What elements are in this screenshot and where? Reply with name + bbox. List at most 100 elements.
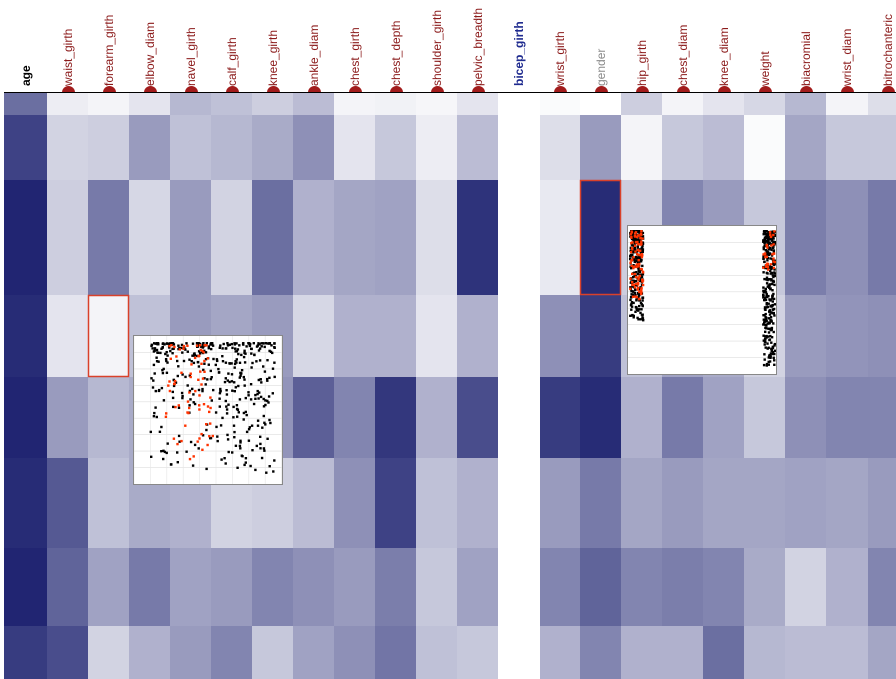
- heatmap-cell[interactable]: [252, 626, 293, 679]
- heatmap-cell[interactable]: [252, 180, 293, 295]
- heatmap-cell[interactable]: [580, 180, 621, 295]
- heatmap-cell[interactable]: [457, 458, 498, 548]
- highlighted-cell[interactable]: [87, 294, 130, 378]
- heatmap-cell[interactable]: [785, 180, 826, 295]
- heatmap-cell[interactable]: [662, 93, 703, 115]
- heatmap-cell[interactable]: [4, 377, 47, 458]
- heatmap-cell[interactable]: [703, 93, 744, 115]
- heatmap-cell[interactable]: [662, 626, 703, 679]
- heatmap-cell[interactable]: [4, 115, 47, 180]
- heatmap-cell[interactable]: [868, 626, 896, 679]
- heatmap-cell[interactable]: [334, 180, 375, 295]
- heatmap-cell[interactable]: [498, 295, 540, 377]
- heatmap-cell[interactable]: [703, 115, 744, 180]
- heatmap-cell[interactable]: [416, 180, 457, 295]
- heatmap-cell[interactable]: [744, 548, 785, 626]
- heatmap-cell[interactable]: [252, 548, 293, 626]
- heatmap-cell[interactable]: [785, 626, 826, 679]
- heatmap-cell[interactable]: [540, 377, 580, 458]
- heatmap-cell[interactable]: [826, 377, 868, 458]
- heatmap-cell[interactable]: [211, 548, 252, 626]
- heatmap-cell[interactable]: [88, 548, 129, 626]
- heatmap-cell[interactable]: [498, 548, 540, 626]
- heatmap-cell[interactable]: [170, 626, 211, 679]
- heatmap-cell[interactable]: [540, 93, 580, 115]
- heatmap-cell[interactable]: [4, 626, 47, 679]
- heatmap-cell[interactable]: [580, 548, 621, 626]
- heatmap-cell[interactable]: [868, 115, 896, 180]
- heatmap-cell[interactable]: [47, 180, 88, 295]
- heatmap-cell[interactable]: [868, 377, 896, 458]
- heatmap-cell[interactable]: [868, 458, 896, 548]
- heatmap-cell[interactable]: [293, 377, 334, 458]
- heatmap-cell[interactable]: [416, 93, 457, 115]
- heatmap-cell[interactable]: [662, 458, 703, 548]
- heatmap-cell[interactable]: [88, 626, 129, 679]
- heatmap-cell[interactable]: [334, 377, 375, 458]
- heatmap-cell[interactable]: [47, 626, 88, 679]
- heatmap-cell[interactable]: [4, 295, 47, 377]
- heatmap-cell[interactable]: [334, 458, 375, 548]
- heatmap-cell[interactable]: [293, 93, 334, 115]
- heatmap-cell[interactable]: [540, 548, 580, 626]
- heatmap-cell[interactable]: [621, 548, 662, 626]
- heatmap-cell[interactable]: [457, 93, 498, 115]
- heatmap-cell[interactable]: [334, 93, 375, 115]
- heatmap-cell[interactable]: [662, 377, 703, 458]
- heatmap-cell[interactable]: [785, 377, 826, 458]
- heatmap-cell[interactable]: [868, 93, 896, 115]
- heatmap-cell[interactable]: [47, 458, 88, 548]
- heatmap-cell[interactable]: [744, 377, 785, 458]
- heatmap-cell[interactable]: [334, 626, 375, 679]
- heatmap-cell[interactable]: [293, 548, 334, 626]
- heatmap-cell[interactable]: [457, 626, 498, 679]
- heatmap-cell[interactable]: [621, 458, 662, 548]
- heatmap-cell[interactable]: [88, 115, 129, 180]
- heatmap-cell[interactable]: [457, 377, 498, 458]
- heatmap-cell[interactable]: [621, 377, 662, 458]
- heatmap-cell[interactable]: [868, 295, 896, 377]
- heatmap-cell[interactable]: [868, 180, 896, 295]
- heatmap-cell[interactable]: [293, 180, 334, 295]
- heatmap-cell[interactable]: [457, 180, 498, 295]
- heatmap-cell[interactable]: [416, 548, 457, 626]
- heatmap-cell[interactable]: [170, 180, 211, 295]
- heatmap-cell[interactable]: [744, 626, 785, 679]
- heatmap-cell[interactable]: [540, 115, 580, 180]
- heatmap-cell[interactable]: [826, 180, 868, 295]
- heatmap-cell[interactable]: [88, 458, 129, 548]
- heatmap-cell[interactable]: [375, 548, 416, 626]
- heatmap-cell[interactable]: [170, 115, 211, 180]
- heatmap-cell[interactable]: [703, 458, 744, 548]
- heatmap-cell[interactable]: [293, 626, 334, 679]
- heatmap-cell[interactable]: [703, 626, 744, 679]
- heatmap-cell[interactable]: [375, 458, 416, 548]
- heatmap-cell[interactable]: [744, 93, 785, 115]
- heatmap-cell[interactable]: [334, 115, 375, 180]
- heatmap-cell[interactable]: [47, 377, 88, 458]
- heatmap-cell[interactable]: [498, 626, 540, 679]
- heatmap-cell[interactable]: [826, 626, 868, 679]
- heatmap-cell[interactable]: [47, 295, 88, 377]
- heatmap-cell[interactable]: [375, 93, 416, 115]
- heatmap-cell[interactable]: [375, 626, 416, 679]
- heatmap-cell[interactable]: [47, 115, 88, 180]
- heatmap-cell[interactable]: [4, 180, 47, 295]
- heatmap-cell[interactable]: [498, 180, 540, 295]
- heatmap-cell[interactable]: [129, 115, 170, 180]
- heatmap-cell[interactable]: [47, 93, 88, 115]
- heatmap-cell[interactable]: [375, 180, 416, 295]
- heatmap-cell[interactable]: [744, 458, 785, 548]
- heatmap-cell[interactable]: [580, 626, 621, 679]
- heatmap-cell[interactable]: [580, 93, 621, 115]
- heatmap-cell[interactable]: [88, 377, 129, 458]
- heatmap-cell[interactable]: [785, 458, 826, 548]
- heatmap-cell[interactable]: [211, 626, 252, 679]
- heatmap-cell[interactable]: [785, 295, 826, 377]
- heatmap-cell[interactable]: [88, 180, 129, 295]
- heatmap-cell[interactable]: [334, 295, 375, 377]
- heatmap-cell[interactable]: [540, 180, 580, 295]
- heatmap-cell[interactable]: [580, 458, 621, 548]
- heatmap-cell[interactable]: [785, 93, 826, 115]
- heatmap-cell[interactable]: [540, 295, 580, 377]
